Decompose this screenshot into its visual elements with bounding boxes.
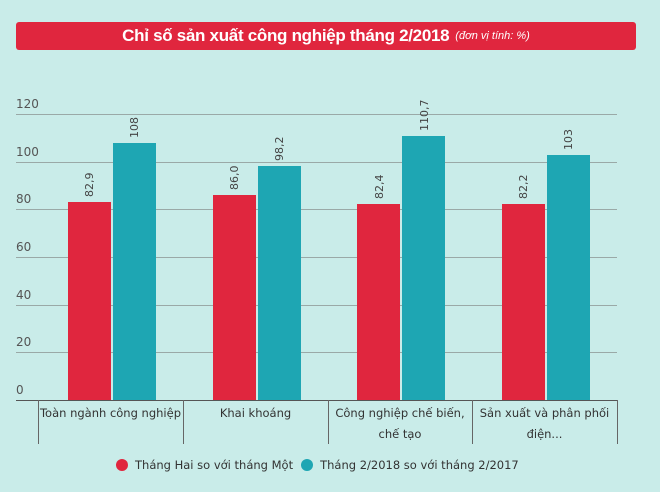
- value-label: 108: [128, 117, 141, 138]
- legend: Tháng Hai so với tháng Một Tháng 2/2018 …: [116, 458, 527, 472]
- x-axis-line: [16, 400, 617, 401]
- category-label: Toàn ngành công nghiệp: [38, 404, 183, 422]
- category-label-line: chế tạo: [378, 427, 422, 441]
- legend-item-series-1: Tháng 2/2018 so với tháng 2/2017: [301, 458, 519, 472]
- legend-item-series-0: Tháng Hai so với tháng Một: [116, 458, 293, 472]
- category-divider: [183, 400, 184, 444]
- category-label: Khai khoáng: [183, 404, 328, 422]
- bar-series-0: [501, 204, 545, 400]
- gridline: [16, 352, 617, 353]
- category-label-line: Sản xuất và phân phối: [479, 406, 610, 420]
- y-tick-label: 60: [16, 240, 32, 254]
- gridline: [16, 305, 617, 306]
- y-tick-label: 120: [16, 97, 39, 111]
- gridline: [16, 209, 617, 210]
- y-tick-label: 0: [16, 383, 24, 397]
- y-tick-label: 40: [16, 288, 32, 302]
- bar-series-0: [212, 195, 256, 400]
- bar-series-0: [357, 204, 400, 400]
- legend-dot-icon: [301, 459, 314, 471]
- value-label: 110,7: [417, 99, 431, 132]
- y-tick-label: 20: [16, 335, 32, 349]
- category-divider: [472, 400, 473, 444]
- category-label-line: điện...: [526, 427, 563, 441]
- legend-label: Tháng Hai so với tháng Một: [135, 458, 294, 472]
- category-divider: [38, 400, 39, 444]
- bar-series-1: [257, 166, 301, 400]
- value-label: 103: [562, 129, 575, 150]
- gridline: [16, 162, 617, 163]
- category-label-line: Khai khoáng: [219, 406, 292, 420]
- value-label: 82,4: [372, 174, 386, 200]
- legend-dot-icon: [116, 459, 128, 471]
- bar-series-1: [546, 155, 590, 400]
- category-divider: [328, 400, 329, 444]
- chart-title: Chỉ số sản xuất công nghiệp tháng 2/2018: [122, 26, 450, 45]
- bar-series-1: [112, 143, 156, 400]
- category-label-line: Toàn ngành công nghiệp: [39, 406, 181, 420]
- category-divider: [617, 400, 618, 444]
- bar-series-1: [402, 136, 445, 400]
- category-label-line: Công nghiệp chế biến,: [335, 406, 465, 420]
- category-label: Sản xuất và phân phối điện...: [472, 404, 617, 443]
- value-label: 82,9: [83, 172, 96, 198]
- chart-unit: (đơn vị tính: %): [455, 30, 530, 42]
- value-label: 98,2: [273, 136, 286, 162]
- y-tick-label: 100: [16, 145, 39, 159]
- category-label: Công nghiệp chế biến, chế tạo: [328, 404, 472, 443]
- legend-label: Tháng 2/2018 so với tháng 2/2017: [320, 458, 519, 472]
- gridline: [16, 114, 617, 115]
- value-label: 82,2: [517, 174, 530, 200]
- y-tick-label: 80: [16, 192, 32, 206]
- chart-title-bar: Chỉ số sản xuất công nghiệp tháng 2/2018…: [16, 22, 636, 50]
- gridline: [16, 257, 617, 258]
- value-label: 86,0: [228, 165, 241, 191]
- bar-series-0: [67, 202, 111, 400]
